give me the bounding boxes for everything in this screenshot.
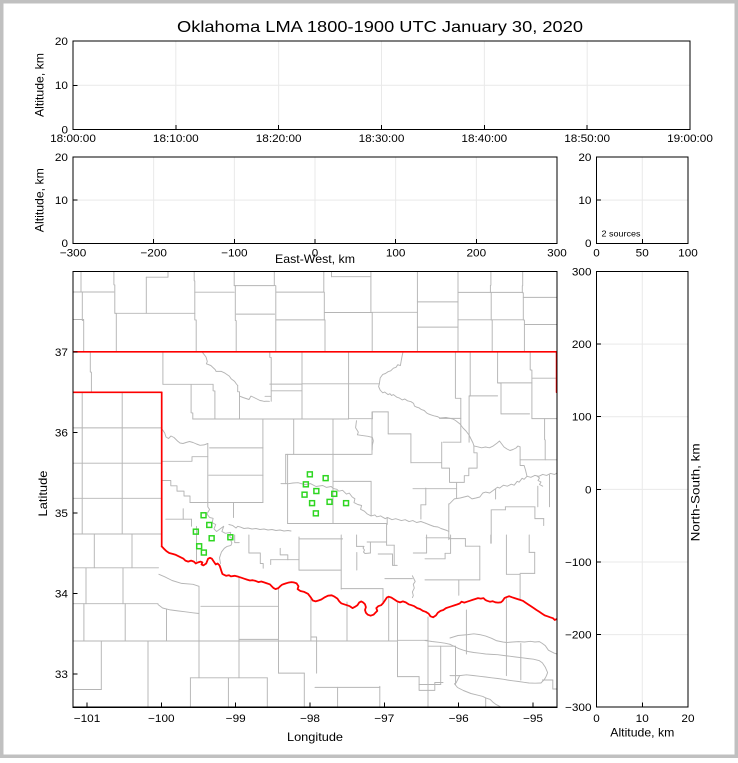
svg-text:20: 20 xyxy=(681,713,694,725)
svg-text:100: 100 xyxy=(572,412,592,424)
svg-text:Longitude: Longitude xyxy=(287,730,343,744)
svg-text:−98: −98 xyxy=(300,713,320,725)
svg-text:37: 37 xyxy=(55,347,68,359)
svg-text:0: 0 xyxy=(62,238,69,250)
svg-text:−96: −96 xyxy=(449,713,469,725)
svg-text:−100: −100 xyxy=(148,713,175,725)
svg-text:18:00:00: 18:00:00 xyxy=(50,133,96,145)
svg-text:Oklahoma LMA 1800-1900 UTC Jan: Oklahoma LMA 1800-1900 UTC January 30, 2… xyxy=(177,19,583,36)
svg-text:300: 300 xyxy=(547,248,567,260)
svg-text:36: 36 xyxy=(55,427,68,439)
svg-text:20: 20 xyxy=(55,36,68,48)
svg-text:0: 0 xyxy=(62,124,69,136)
svg-text:10: 10 xyxy=(55,80,68,92)
svg-text:−99: −99 xyxy=(226,713,246,725)
svg-text:18:20:00: 18:20:00 xyxy=(256,133,302,145)
svg-text:19:00:00: 19:00:00 xyxy=(667,133,713,145)
svg-text:North-South, km: North-South, km xyxy=(689,443,703,541)
svg-text:10: 10 xyxy=(636,713,649,725)
svg-text:Altitude, km: Altitude, km xyxy=(610,726,674,740)
svg-text:300: 300 xyxy=(572,266,592,278)
svg-text:18:50:00: 18:50:00 xyxy=(564,133,610,145)
svg-text:Latitude: Latitude xyxy=(36,470,50,516)
svg-text:10: 10 xyxy=(578,195,591,207)
svg-text:0: 0 xyxy=(585,238,592,250)
svg-text:0: 0 xyxy=(312,248,319,260)
svg-text:34: 34 xyxy=(55,589,68,601)
svg-text:0: 0 xyxy=(593,713,600,725)
svg-text:20: 20 xyxy=(578,152,591,164)
svg-text:100: 100 xyxy=(678,248,698,260)
svg-text:−97: −97 xyxy=(374,713,394,725)
svg-text:−101: −101 xyxy=(74,713,101,725)
svg-text:2 sources: 2 sources xyxy=(602,230,641,239)
svg-text:0: 0 xyxy=(585,484,592,496)
svg-text:−200: −200 xyxy=(140,248,167,260)
svg-text:−95: −95 xyxy=(523,713,543,725)
svg-text:18:30:00: 18:30:00 xyxy=(359,133,405,145)
svg-text:18:40:00: 18:40:00 xyxy=(461,133,507,145)
svg-text:Altitude, km: Altitude, km xyxy=(33,53,47,117)
svg-text:−300: −300 xyxy=(60,248,87,260)
svg-text:East-West, km: East-West, km xyxy=(275,252,355,266)
svg-text:Altitude, km: Altitude, km xyxy=(33,168,47,232)
svg-text:33: 33 xyxy=(55,669,68,681)
svg-text:−200: −200 xyxy=(565,629,592,641)
svg-text:35: 35 xyxy=(55,508,68,520)
svg-text:18:10:00: 18:10:00 xyxy=(153,133,199,145)
svg-text:−100: −100 xyxy=(221,248,248,260)
svg-text:20: 20 xyxy=(55,152,68,164)
svg-text:200: 200 xyxy=(572,339,592,351)
svg-text:100: 100 xyxy=(386,248,406,260)
svg-text:0: 0 xyxy=(593,248,600,260)
svg-text:200: 200 xyxy=(467,248,487,260)
svg-text:50: 50 xyxy=(636,248,649,260)
svg-text:−100: −100 xyxy=(565,557,592,569)
svg-text:10: 10 xyxy=(55,195,68,207)
svg-text:−300: −300 xyxy=(565,702,592,714)
